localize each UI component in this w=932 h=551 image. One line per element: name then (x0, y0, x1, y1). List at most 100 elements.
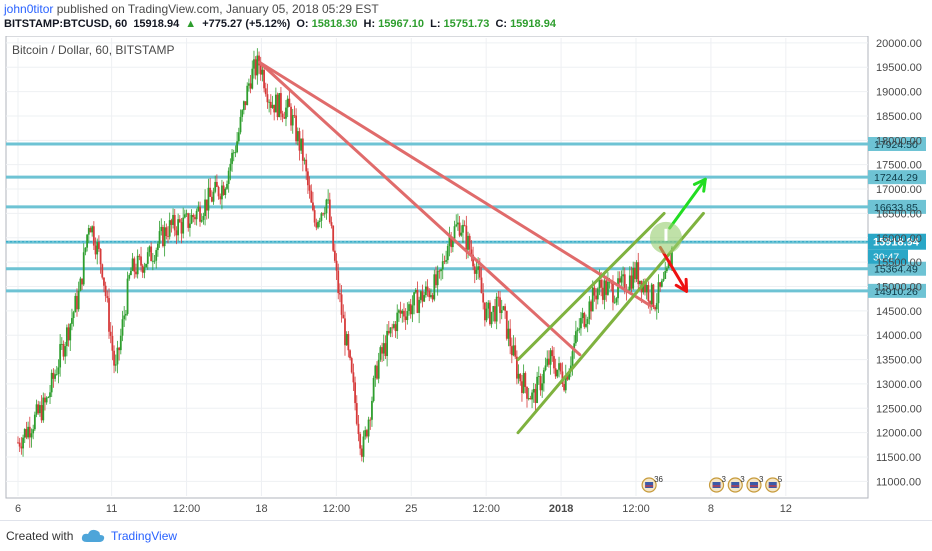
candle-body (45, 397, 48, 403)
candle-body (372, 377, 375, 401)
candle-body (542, 370, 545, 384)
footer: Created with TradingView (0, 520, 932, 551)
candle-body (197, 206, 200, 211)
candle-body (603, 280, 606, 300)
candle-body (465, 225, 468, 250)
candle-body (101, 264, 104, 278)
candle-body (534, 388, 537, 403)
candle-body (524, 373, 527, 387)
candle-body (178, 219, 181, 223)
candle-body (519, 373, 522, 382)
close-value: 15918.94 (510, 18, 556, 30)
candle-body (467, 235, 469, 250)
x-tick-label: 12:00 (323, 503, 351, 515)
candle-body (165, 227, 168, 237)
candle-body (187, 213, 190, 228)
level-tag (868, 261, 926, 276)
candle-body (242, 101, 245, 111)
candle-body (339, 293, 341, 295)
candle-body (546, 358, 549, 366)
candle-body (72, 312, 75, 319)
candle-body (387, 330, 390, 334)
candle-body (215, 181, 218, 187)
candle-body (320, 213, 323, 221)
candle-body (590, 301, 592, 312)
candle-body (264, 88, 267, 95)
candle-body (607, 281, 609, 295)
candle-body (450, 236, 453, 248)
candle-body (155, 250, 158, 261)
candle-body (659, 282, 662, 287)
candle-body (124, 313, 127, 316)
candle-body (79, 278, 82, 291)
candle-body (103, 277, 105, 286)
last-price: 15918.94 (133, 18, 180, 30)
candle-body (136, 255, 139, 275)
candle-body (253, 59, 255, 69)
plot-frame (5, 35, 869, 499)
price-chart[interactable]: 17924.5017244.2916633.8515909.5615364.49… (0, 35, 932, 520)
candle-body (141, 265, 144, 273)
candle-body (478, 266, 481, 278)
candle-body (350, 358, 353, 373)
candle-body (65, 327, 68, 347)
candle-body (396, 312, 399, 332)
candle-body (33, 414, 36, 430)
candle-body (76, 295, 78, 310)
candle-body (269, 101, 272, 108)
candle-body (647, 285, 650, 301)
candle-body (430, 295, 432, 298)
badge-count: 3 (740, 475, 745, 484)
x-tick-label: 6 (15, 503, 21, 515)
y-tick-label: 12500.00 (876, 403, 922, 415)
candle-body (549, 350, 552, 365)
candle-body (177, 219, 180, 236)
badge-count: 36 (654, 475, 663, 484)
candle-body (268, 101, 271, 103)
candle-body (175, 230, 178, 236)
candle-body (236, 141, 239, 153)
time-axis[interactable]: 6 11 12:00 18 12:00 25 12:00 2018 12:00 8 12 (15, 503, 792, 515)
candle-body (580, 318, 582, 329)
candle-body (497, 296, 500, 298)
candle-body (121, 319, 124, 336)
candle-body (536, 376, 539, 403)
candle-body (195, 210, 198, 220)
candle-body (608, 281, 611, 283)
candle-body (441, 261, 444, 270)
candle-body (600, 279, 603, 288)
candle-body (308, 185, 311, 191)
tradingview-link[interactable]: TradingView (111, 529, 178, 543)
candle-body (227, 170, 230, 184)
candle-body (408, 304, 410, 312)
candle-body (446, 245, 449, 261)
candle-body (172, 214, 174, 225)
author-link[interactable]: john0titor (4, 2, 54, 16)
candle-body (98, 242, 100, 249)
candle-body (183, 214, 186, 218)
candle-body (295, 115, 297, 142)
candle-body (60, 343, 63, 345)
candle-body (239, 116, 242, 133)
candle-body (64, 346, 67, 357)
candle-body (325, 199, 328, 214)
candle-body (130, 270, 132, 276)
candle-body (628, 275, 631, 290)
chart-area[interactable]: 17924.5017244.2916633.8515909.5615364.49… (0, 35, 932, 520)
y-tick-label: 15000.00 (876, 281, 922, 293)
candle-body (276, 94, 279, 118)
candle-body (473, 266, 476, 274)
candle-body (23, 429, 26, 438)
candle-body (116, 347, 119, 365)
candle-body (281, 113, 284, 118)
candle-body (133, 258, 136, 272)
candle-body (342, 314, 345, 319)
arrow-down-icon (658, 246, 689, 293)
y-tick-label: 17000.00 (876, 184, 922, 196)
candle-body (529, 398, 532, 400)
candle-body (168, 220, 171, 237)
x-tick-label: 25 (405, 503, 417, 515)
price-axis[interactable]: 11000.00 11500.00 12000.00 12500.00 13000.00… (876, 38, 922, 489)
candle-body (526, 386, 528, 399)
candle-body (84, 247, 87, 253)
